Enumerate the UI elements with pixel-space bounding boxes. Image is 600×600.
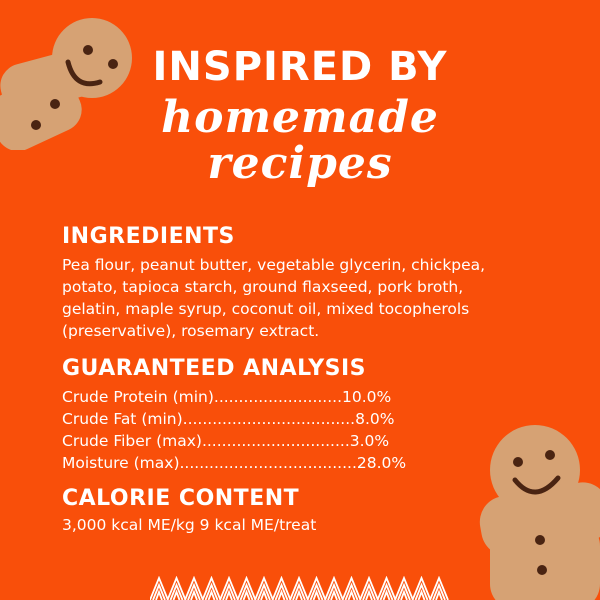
zigzag-chevron xyxy=(379,582,394,600)
gingerbread-cookie-icon xyxy=(479,425,600,600)
zigzag-chevron xyxy=(324,576,344,600)
ingredients-text: Pea flour, peanut butter, vegetable glyc… xyxy=(62,254,542,342)
zigzag-chevron xyxy=(400,589,408,600)
zigzag-chevron xyxy=(289,576,309,600)
ingredients-line: (preservative), rosemary extract. xyxy=(62,322,320,340)
zigzag-chevron xyxy=(292,582,306,600)
zigzag-chevron xyxy=(152,582,166,600)
zigzag-chevron xyxy=(150,576,169,600)
zigzag-chevron xyxy=(411,576,432,600)
zigzag-chevron xyxy=(172,589,181,600)
zigzag-chevron xyxy=(365,589,373,600)
gingerbread-cookie-icon xyxy=(0,18,132,150)
zigzag-chevron xyxy=(295,589,303,600)
zigzag-chevron xyxy=(260,589,268,600)
analysis-heading: GUARANTEED ANALYSIS xyxy=(62,356,366,381)
zigzag-chevron xyxy=(225,589,233,600)
zigzag-chevron xyxy=(166,576,187,600)
zigzag-chevron xyxy=(190,589,198,600)
zigzag-chevron xyxy=(219,576,239,600)
calorie-heading: CALORIE CONTENT xyxy=(62,486,300,511)
zigzag-chevron xyxy=(201,576,222,600)
zigzag-chevron xyxy=(274,582,289,600)
zigzag-chevron xyxy=(312,589,321,600)
zigzag-chevron xyxy=(222,582,236,600)
analysis-row: Crude Fat (min).........................… xyxy=(62,410,395,428)
zigzag-chevron xyxy=(429,576,449,600)
ingredients-line: gelatin, maple syrup, coconut oil, mixed… xyxy=(62,300,470,318)
zigzag-chevron xyxy=(376,576,397,600)
zigzag-chevron xyxy=(204,582,219,600)
zigzag-chevron xyxy=(382,589,391,600)
zigzag-chevron xyxy=(327,582,341,600)
zigzag-chevron xyxy=(187,582,201,600)
zigzag-chevron xyxy=(394,576,414,600)
zigzag-chevron xyxy=(347,589,356,600)
zigzag-chevron xyxy=(362,582,376,600)
zigzag-chevron xyxy=(277,589,286,600)
zigzag-chevron xyxy=(344,582,359,600)
zigzag-chevron xyxy=(309,582,324,600)
zigzag-chevron xyxy=(271,576,292,600)
zigzag-chevron xyxy=(184,576,204,600)
analysis-list: Crude Protein (min).....................… xyxy=(62,386,542,474)
analysis-row: Crude Fiber (max).......................… xyxy=(62,432,390,450)
analysis-row: Crude Protein (min).....................… xyxy=(62,388,392,406)
ingredients-heading: INGREDIENTS xyxy=(62,224,235,249)
zigzag-chevron xyxy=(417,589,426,600)
zigzag-chevron xyxy=(330,589,338,600)
zigzag-chevron xyxy=(242,589,251,600)
zigzag-chevron xyxy=(207,589,216,600)
zigzag-chevron xyxy=(306,576,327,600)
analysis-row: Moisture (max)..........................… xyxy=(62,454,407,472)
zigzag-chevron xyxy=(414,582,429,600)
zigzag-chevron xyxy=(397,582,411,600)
zigzag-chevron xyxy=(169,582,184,600)
zigzag-chevron xyxy=(239,582,254,600)
zigzag-chevron xyxy=(155,589,163,600)
zigzag-chevron xyxy=(432,582,446,600)
headline: INSPIRED BY xyxy=(152,44,448,90)
calorie-text: 3,000 kcal ME/kg 9 kcal ME/treat xyxy=(62,516,317,534)
zigzag-chevron xyxy=(254,576,274,600)
zigzag-pattern-icon xyxy=(150,576,449,600)
headline-script-1: homemade xyxy=(161,92,439,143)
zigzag-chevron xyxy=(435,589,443,600)
ingredients-line: potato, tapioca starch, ground flaxseed,… xyxy=(62,278,464,296)
zigzag-chevron xyxy=(359,576,379,600)
zigzag-chevron xyxy=(236,576,257,600)
zigzag-chevron xyxy=(341,576,362,600)
headline-script-2: recipes xyxy=(207,138,393,189)
ingredients-line: Pea flour, peanut butter, vegetable glyc… xyxy=(62,256,486,274)
zigzag-chevron xyxy=(257,582,271,600)
